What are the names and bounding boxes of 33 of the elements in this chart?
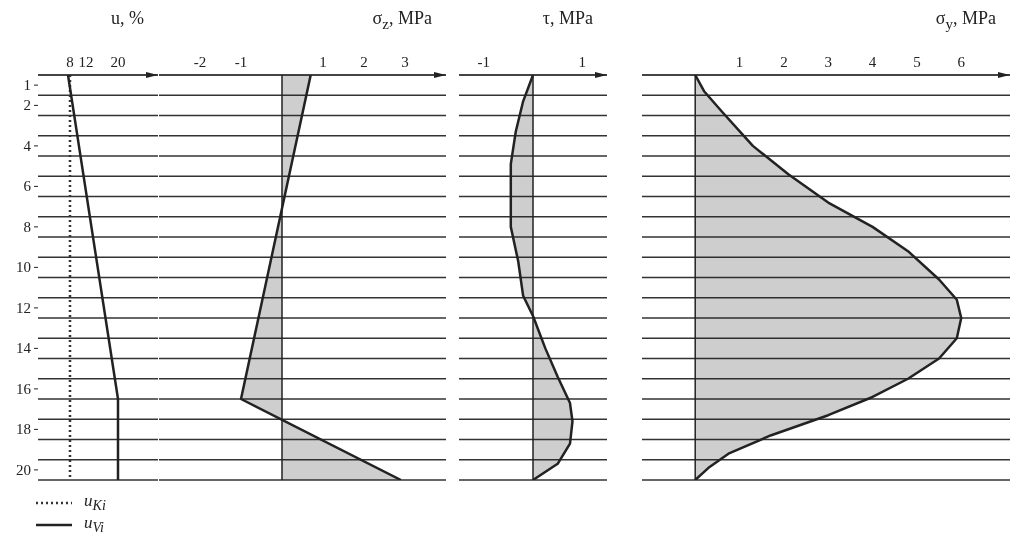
x-tick-label: 1	[319, 54, 327, 70]
x-tick-label: 12	[78, 54, 94, 70]
x-tick-label: -2	[193, 54, 207, 70]
x-tick-label: 5	[913, 54, 921, 70]
x-tick-label: -1	[477, 54, 490, 70]
x-tick-label: 3	[401, 54, 409, 70]
x-tick-label: 2	[780, 54, 788, 70]
y-tick-label: 16	[16, 380, 32, 397]
x-tick-label: 2	[360, 54, 368, 70]
x-axis-title: σ$_{z}$, MPa	[372, 8, 432, 33]
y-tick-label: 12	[16, 299, 31, 316]
x-tick-label: -1	[234, 54, 248, 70]
x-tick-label: 1	[578, 54, 587, 70]
legend-label: u$_{Vi}$	[84, 513, 105, 537]
x-tick-label: 4	[868, 54, 877, 70]
x-tick-label: 6	[957, 54, 966, 70]
y-tick-label: 2	[23, 97, 31, 114]
y-tick-label: 4	[23, 137, 32, 154]
x-tick-label: 3	[824, 54, 832, 70]
x-tick-label: 8	[66, 54, 74, 70]
x-axis-title: u, %	[111, 8, 144, 29]
y-tick-label: 1	[23, 77, 31, 94]
y-tick-label: 14	[16, 340, 32, 357]
y-tick-label: 8	[23, 218, 31, 235]
y-tick-label: 20	[16, 461, 31, 478]
y-tick-label: 10	[16, 259, 31, 276]
x-axis-title: τ, MPa	[542, 8, 593, 29]
x-axis-title: σ$_{y}$, MPa	[935, 8, 996, 33]
x-tick-label: 1	[735, 54, 744, 70]
y-tick-label: 18	[16, 421, 31, 438]
legend-label: u$_{Ki}$	[84, 491, 106, 515]
y-tick-label: 6	[23, 178, 32, 195]
x-tick-label: 20	[110, 54, 126, 70]
